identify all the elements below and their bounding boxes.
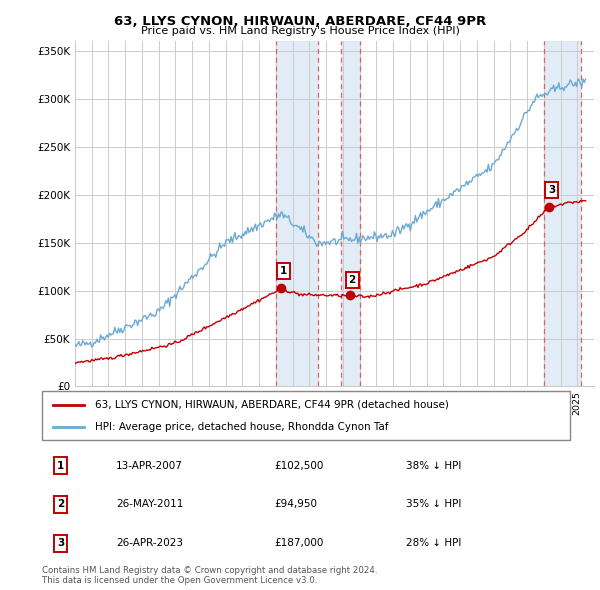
Text: 1: 1 (280, 266, 287, 276)
Text: 63, LLYS CYNON, HIRWAUN, ABERDARE, CF44 9PR (detached house): 63, LLYS CYNON, HIRWAUN, ABERDARE, CF44 … (95, 399, 449, 409)
Text: 28% ↓ HPI: 28% ↓ HPI (406, 539, 461, 548)
Text: Contains HM Land Registry data © Crown copyright and database right 2024.
This d: Contains HM Land Registry data © Crown c… (42, 566, 377, 585)
Text: HPI: Average price, detached house, Rhondda Cynon Taf: HPI: Average price, detached house, Rhon… (95, 422, 388, 432)
Bar (341, 41, 359, 386)
Text: £94,950: £94,950 (274, 500, 317, 509)
Text: £102,500: £102,500 (274, 461, 323, 470)
Bar (276, 41, 318, 386)
FancyBboxPatch shape (42, 391, 570, 440)
Text: 13-APR-2007: 13-APR-2007 (116, 461, 183, 470)
Text: 26-APR-2023: 26-APR-2023 (116, 539, 183, 548)
Text: 2: 2 (349, 275, 356, 285)
Text: £187,000: £187,000 (274, 539, 323, 548)
Text: 3: 3 (548, 185, 555, 195)
Text: Price paid vs. HM Land Registry's House Price Index (HPI): Price paid vs. HM Land Registry's House … (140, 26, 460, 36)
Text: 26-MAY-2011: 26-MAY-2011 (116, 500, 183, 509)
Text: 63, LLYS CYNON, HIRWAUN, ABERDARE, CF44 9PR: 63, LLYS CYNON, HIRWAUN, ABERDARE, CF44 … (114, 15, 486, 28)
Text: 38% ↓ HPI: 38% ↓ HPI (406, 461, 461, 470)
Bar (544, 41, 581, 386)
Text: 2: 2 (57, 500, 64, 509)
Text: 3: 3 (57, 539, 64, 548)
Text: 35% ↓ HPI: 35% ↓ HPI (406, 500, 461, 509)
Text: 1: 1 (57, 461, 64, 470)
